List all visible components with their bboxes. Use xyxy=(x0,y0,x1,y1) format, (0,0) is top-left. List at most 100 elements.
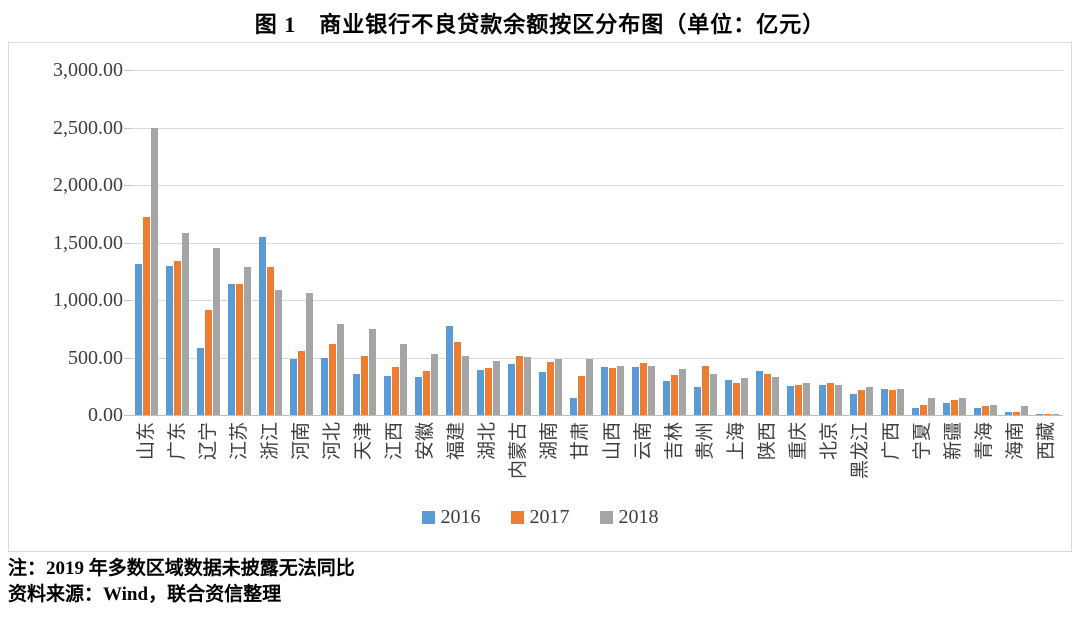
bar-2018-黑龙江 xyxy=(865,386,873,415)
bar-2016-天津 xyxy=(352,373,360,415)
bar-2018-新疆 xyxy=(958,397,966,415)
bar-2018-重庆 xyxy=(803,382,811,415)
y-axis-label: 3,000.00 xyxy=(53,59,123,81)
x-axis-label: 辽宁 xyxy=(197,422,219,461)
bar-2016-重庆 xyxy=(787,385,795,415)
bar-2018-河南 xyxy=(306,293,314,415)
x-axis-label: 甘肃 xyxy=(570,422,592,461)
y-axis-label: 2,000.00 xyxy=(53,174,123,196)
bar-2016-内蒙古 xyxy=(507,364,515,415)
bar-2017-山西 xyxy=(609,367,617,415)
bar-2018-云南 xyxy=(648,365,656,415)
axis-tick xyxy=(124,127,131,129)
axis-tick xyxy=(124,415,131,416)
bar-2017-黑龙江 xyxy=(857,389,865,415)
bar-2018-宁夏 xyxy=(927,398,935,415)
x-axis-label: 江西 xyxy=(384,422,406,461)
x-axis-label: 新疆 xyxy=(943,422,965,461)
bar-2018-江西 xyxy=(399,344,407,415)
figure-title: 图 1 商业银行不良贷款余额按区分布图（单位：亿元） xyxy=(254,12,826,37)
bar-2016-广东 xyxy=(166,265,174,415)
y-axis-label: 500.00 xyxy=(68,346,123,369)
x-axis-label: 湖北 xyxy=(477,422,499,461)
legend-label: 2017 xyxy=(529,506,570,528)
y-axis-label: 2,500.00 xyxy=(53,116,123,139)
legend-item-2016: 2016 xyxy=(421,507,481,527)
bar-2017-江西 xyxy=(391,366,399,415)
bar-2016-湖北 xyxy=(476,370,484,415)
y-axis-label: 0.00 xyxy=(88,404,123,426)
x-axis-label: 山西 xyxy=(601,422,623,461)
bar-2016-广西 xyxy=(880,388,888,415)
bar-2018-内蒙古 xyxy=(523,356,531,415)
bar-2016-湖南 xyxy=(538,372,546,415)
bar-2018-天津 xyxy=(368,328,376,415)
bar-2016-甘肃 xyxy=(569,397,577,415)
note-text: 注：2019 年多数区域数据未披露无法同比 xyxy=(8,558,355,579)
x-axis-label: 重庆 xyxy=(787,422,809,461)
bar-2017-吉林 xyxy=(671,375,679,415)
gridline xyxy=(131,185,1063,186)
bar-2016-北京 xyxy=(818,385,826,415)
bar-2018-贵州 xyxy=(710,373,718,415)
y-axis-label: 1,500.00 xyxy=(53,231,123,254)
legend-swatch-2017 xyxy=(510,510,524,524)
bar-2016-新疆 xyxy=(942,402,950,415)
x-axis-label: 河北 xyxy=(321,422,343,461)
x-axis-label: 吉林 xyxy=(663,422,685,461)
bar-2017-湖南 xyxy=(546,361,554,415)
bar-2018-安徽 xyxy=(430,354,438,415)
x-axis-label: 浙江 xyxy=(259,422,281,461)
bar-2016-河北 xyxy=(321,358,329,415)
x-axis-label: 广东 xyxy=(166,422,188,461)
bar-2016-江西 xyxy=(383,375,391,415)
x-axis-label: 福建 xyxy=(446,422,468,461)
bar-2018-陕西 xyxy=(772,377,780,415)
axis-tick xyxy=(124,357,131,359)
x-axis-label: 海南 xyxy=(1005,422,1027,461)
axis-tick xyxy=(124,185,131,186)
x-axis-label: 北京 xyxy=(819,422,840,461)
legend-item-2018: 2018 xyxy=(599,506,659,528)
bar-2018-河北 xyxy=(337,324,345,415)
bar-2018-江苏 xyxy=(244,266,252,415)
axis-tick xyxy=(124,242,131,244)
x-axis-label: 天津 xyxy=(353,422,374,461)
bar-2017-北京 xyxy=(826,383,834,415)
bar-2018-湖北 xyxy=(492,360,500,415)
bar-2017-山东 xyxy=(143,217,151,415)
x-axis-label: 宁夏 xyxy=(912,422,934,461)
bar-2018-西藏 xyxy=(1051,413,1059,415)
bar-2016-西藏 xyxy=(1035,414,1043,415)
axis-tick xyxy=(124,70,131,71)
bar-2016-安徽 xyxy=(414,377,422,415)
bar-2016-黑龙江 xyxy=(849,394,857,415)
x-axis-label: 安徽 xyxy=(415,422,437,461)
bar-2016-山西 xyxy=(601,366,609,415)
bar-2017-浙江 xyxy=(267,266,275,415)
x-axis-label: 湖南 xyxy=(539,422,561,461)
bar-2018-北京 xyxy=(834,384,842,415)
bar-2017-内蒙古 xyxy=(515,355,523,415)
bar-2016-吉林 xyxy=(663,381,671,415)
source-text: 资料来源：Wind，联合资信整理 xyxy=(8,584,282,605)
axis-tick xyxy=(124,300,131,301)
bar-2016-宁夏 xyxy=(911,407,919,415)
x-axis-label: 山东 xyxy=(135,422,157,461)
x-axis-line xyxy=(131,415,1063,416)
bar-2018-浙江 xyxy=(275,289,283,415)
x-axis-label: 云南 xyxy=(632,422,654,461)
x-axis-label: 河南 xyxy=(290,422,312,461)
x-axis-label: 江苏 xyxy=(228,422,250,461)
bar-2017-上海 xyxy=(733,382,741,415)
bar-2018-山西 xyxy=(617,365,625,415)
x-axis-label: 上海 xyxy=(725,422,747,461)
bar-2017-重庆 xyxy=(795,384,803,415)
bar-2017-甘肃 xyxy=(577,375,585,415)
legend-swatch-2016 xyxy=(421,510,435,524)
bar-2016-陕西 xyxy=(756,370,764,415)
bar-2018-海南 xyxy=(1020,406,1028,415)
bar-2017-湖北 xyxy=(484,367,492,415)
legend-label: 2018 xyxy=(618,506,659,528)
bar-2018-广东 xyxy=(182,232,190,415)
